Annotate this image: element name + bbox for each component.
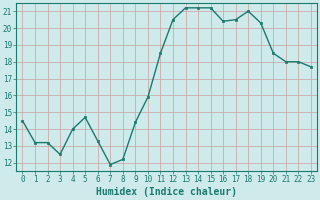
X-axis label: Humidex (Indice chaleur): Humidex (Indice chaleur) [96,187,237,197]
